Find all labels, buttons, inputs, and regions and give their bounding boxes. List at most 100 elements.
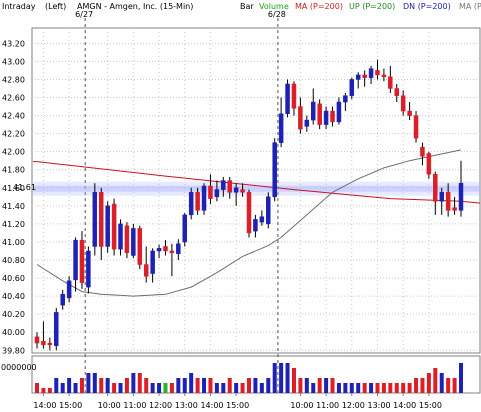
volume-bar [433,368,438,393]
y-tick-label: 40.40 [2,292,25,301]
y-tick-label: 39.80 [2,346,25,355]
candle-body [420,146,425,157]
candle-body [426,153,432,175]
candle-body [176,243,181,254]
candle-body [388,76,393,89]
y-tick-label: 41.40 [2,202,25,211]
candle-body [98,192,104,247]
volume-bar [169,383,174,393]
volume-bar [112,383,117,393]
candle-body [111,203,117,250]
volume-bar [253,378,258,393]
y-tick-label: 42.60 [2,94,25,103]
x-tick-label: 14:00 [200,401,223,410]
volume-bar [362,383,367,393]
candle-body [381,74,387,77]
candle-body [253,219,258,232]
candle-body [34,336,40,344]
volume-bar [240,383,245,393]
candle-body [407,110,412,116]
volume-bar [343,383,348,393]
candle-body [291,83,297,109]
volume-bar [41,388,46,393]
volume-bar [189,373,194,393]
candle-body [304,119,310,127]
candle-body [458,183,464,211]
volume-bar [272,363,277,393]
candle-body [246,192,252,234]
candle-body [221,180,226,190]
candle-body [143,264,149,277]
candle-body [336,101,342,123]
volume-bar [92,373,97,393]
volume-bar [35,383,39,393]
candle-body [375,70,380,76]
ma-label: MA (P=200) [295,2,343,11]
y-tick-label: 42.20 [2,130,25,139]
candle-body [240,189,245,193]
x-tick-label: 10:00 [290,401,313,410]
volume-bar [73,383,78,393]
volume-bar [439,373,444,393]
volume-bar [298,378,303,393]
candle-body [317,103,322,125]
candle-body [137,228,143,265]
ma2-label: MA (P [459,2,481,11]
candle-body [413,115,419,139]
volume-bar [311,383,316,393]
price-band-core [33,185,480,192]
candle-body [201,185,207,211]
candle-body [233,187,239,193]
volume-bar [375,383,380,393]
candle-body [131,228,136,256]
candle-body [400,95,406,112]
volume-bar [234,383,239,393]
volume-bar [317,378,322,393]
candle-body [188,192,194,216]
y-tick-label: 40.20 [2,310,25,319]
candle-body [54,312,59,347]
volume-bar [67,378,72,393]
volume-bar [157,383,162,393]
volume-bar [369,383,374,393]
volume-bar [99,378,104,393]
y-tick-label: 43.00 [2,57,25,66]
style-label: Bar [240,2,254,11]
y-axis-labels: 43.20 43.00 42.80 42.60 42.40 42.20 42.00 41.80… [2,39,36,355]
x-tick-label: 14:00 [393,401,416,410]
volume-layer [35,363,463,393]
volume-bar [414,378,419,393]
volume-bar [47,388,52,393]
date-label: 6/27 [75,10,93,19]
volume-bar [182,378,187,393]
volume-bar [131,373,136,393]
candle-body [343,95,348,103]
y-tick-label: 42.40 [2,112,25,121]
volume-bar [202,378,207,393]
candle-body [285,83,290,115]
volume-bar [105,378,110,393]
volume-bar [324,378,329,393]
y-tick-label: 41.20 [2,220,25,229]
volume-bar [304,378,309,393]
y-tick-label: 40.60 [2,274,25,283]
candle-body [433,174,438,202]
candle-body [355,74,361,80]
candle-body [150,250,155,274]
ma-slow-line [36,149,462,297]
volume-bar [247,378,251,393]
grid-layer: 6/27 6/28 [32,10,480,396]
candle-body [227,180,232,193]
volume-bar [401,383,406,393]
candle-body [266,196,271,225]
volume-bar [227,378,232,393]
volume-bar [381,383,386,393]
candle-body [349,79,355,96]
candle-body [79,239,85,283]
volume-bar [124,378,129,393]
volume-label: Volume [259,2,289,11]
candle-body [66,280,72,299]
x-tick-label: 14:00 [33,401,56,410]
candle-body [214,189,220,198]
